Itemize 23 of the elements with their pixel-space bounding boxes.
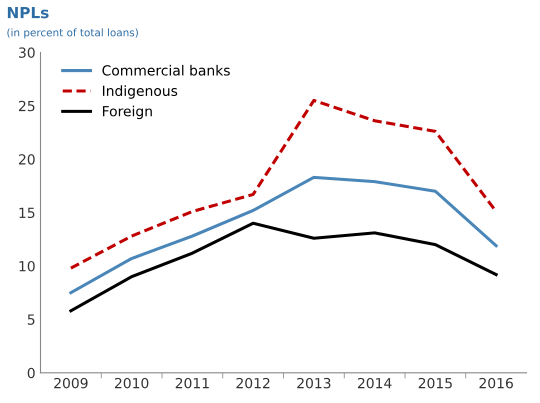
x-tick-label: 2015 (418, 378, 452, 388)
y-tick-label: 30 (19, 47, 35, 58)
y-tick-label: 20 (18, 154, 35, 165)
y-tick-label: 0 (28, 368, 35, 378)
legend-label: Commercial banks (102, 64, 230, 76)
x-tick-label: 2013 (297, 378, 330, 388)
x-tick-label: 2014 (358, 378, 392, 388)
y-tick-label: 15 (19, 208, 34, 218)
x-tick-label: 2012 (236, 378, 270, 388)
y-tick-label: 10 (19, 260, 35, 272)
x-tick-label: 2009 (54, 378, 88, 388)
x-tick-label: 2011 (176, 378, 209, 388)
y-tick-label: 25 (18, 100, 34, 112)
legend-label: Indigenous (102, 85, 178, 99)
x-tick-label: 2016 (479, 378, 513, 388)
line-series (69, 98, 498, 270)
chart-title: NPLs (8, 6, 49, 18)
legend-label: Foreign (102, 106, 152, 120)
line-series (69, 176, 498, 294)
x-tick-label: 2010 (114, 378, 148, 388)
y-tick-label: 5 (28, 314, 34, 325)
line-series (69, 222, 498, 312)
chart-subtitle: (in percent of total loans) (7, 28, 138, 38)
